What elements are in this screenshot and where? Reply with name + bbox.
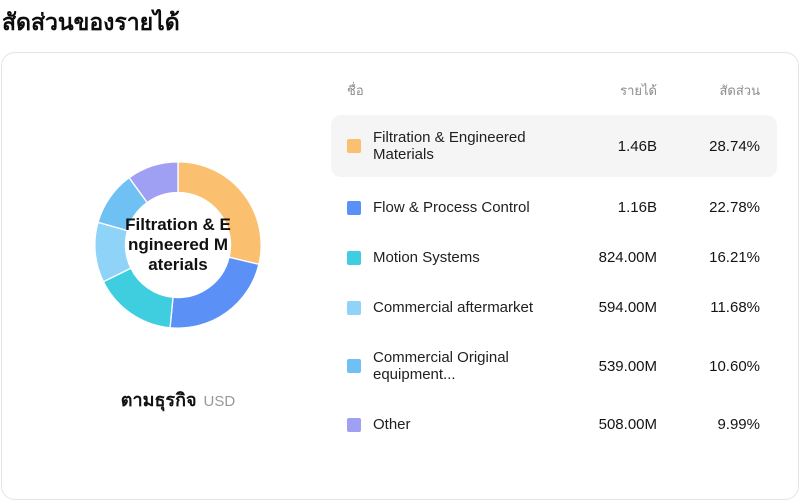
series-color-swatch bbox=[347, 250, 361, 265]
legend-row-motion-systems[interactable]: Motion Systems 824.00M 16.21% bbox=[331, 238, 777, 277]
name-cell: Commercial Original equipment... bbox=[347, 349, 557, 383]
series-revenue: 539.00M bbox=[598, 357, 657, 375]
donut-center-label: Filtration & Engineered Materials bbox=[125, 215, 231, 274]
series-revenue: 594.00M bbox=[598, 299, 657, 316]
legend-row-flow-process-control[interactable]: Flow & Process Control 1.16B 22.78% bbox=[331, 188, 777, 227]
series-revenue: 1.16B bbox=[617, 199, 657, 216]
legend-table: ชื่อ รายได้ สัดส่วน Filtration & Enginee… bbox=[331, 79, 777, 455]
series-name: Commercial aftermarket bbox=[373, 299, 534, 316]
series-color-swatch bbox=[347, 359, 361, 373]
legend-row-commercial-aftermarket[interactable]: Commercial aftermarket 594.00M 11.68% bbox=[331, 288, 777, 327]
series-revenue: 824.00M bbox=[598, 249, 657, 266]
name-cell: Commercial aftermarket bbox=[347, 299, 557, 316]
series-revenue: 1.46B bbox=[617, 137, 657, 155]
series-share: 11.68% bbox=[710, 299, 760, 316]
series-name: Filtration & Engineered Materials bbox=[373, 129, 526, 163]
revenue-breakdown-card: Filtration & Engineered Materials ตามธุร… bbox=[1, 52, 799, 500]
name-cell: Other bbox=[347, 416, 557, 433]
name-cell: Filtration & Engineered Materials bbox=[347, 129, 557, 163]
donut-svg bbox=[94, 161, 262, 329]
series-color-swatch bbox=[347, 200, 361, 215]
series-name: Commercial Original equipment... bbox=[373, 349, 509, 383]
series-name: Flow & Process Control bbox=[373, 199, 530, 216]
donut-slice-5[interactable] bbox=[128, 161, 179, 204]
legend-header-row: ชื่อ รายได้ สัดส่วน bbox=[331, 79, 777, 101]
legend-row-other[interactable]: Other 508.00M 9.99% bbox=[331, 405, 777, 444]
page-title: สัดส่วนของรายได้ bbox=[2, 9, 180, 35]
series-name: Motion Systems bbox=[373, 249, 480, 266]
series-revenue: 508.00M bbox=[598, 416, 657, 433]
legend-row-commercial-original-equipment[interactable]: Commercial Original equipment... 539.00M… bbox=[331, 338, 777, 394]
chart-footer: ตามธุรกิจ USD bbox=[2, 385, 354, 414]
series-name: Other bbox=[373, 416, 411, 433]
series-color-swatch bbox=[347, 417, 361, 432]
name-cell: Flow & Process Control bbox=[347, 199, 557, 216]
header-revenue: รายได้ bbox=[620, 82, 657, 98]
chart-footer-label: ตามธุรกิจ bbox=[120, 390, 197, 410]
name-cell: Motion Systems bbox=[347, 249, 557, 266]
donut-chart: Filtration & Engineered Materials bbox=[94, 161, 262, 329]
chart-footer-unit: USD bbox=[203, 393, 236, 410]
series-share: 22.78% bbox=[709, 199, 760, 216]
series-color-swatch bbox=[347, 139, 361, 153]
series-color-swatch bbox=[347, 300, 361, 315]
series-share: 10.60% bbox=[709, 357, 760, 375]
header-share: สัดส่วน bbox=[719, 82, 761, 98]
header-name: ชื่อ bbox=[347, 82, 364, 98]
series-share: 16.21% bbox=[709, 249, 760, 266]
series-share: 9.99% bbox=[717, 416, 760, 433]
series-share: 28.74% bbox=[709, 137, 760, 155]
legend-row-filtration-engineered-materials[interactable]: Filtration & Engineered Materials 1.46B … bbox=[331, 115, 777, 177]
